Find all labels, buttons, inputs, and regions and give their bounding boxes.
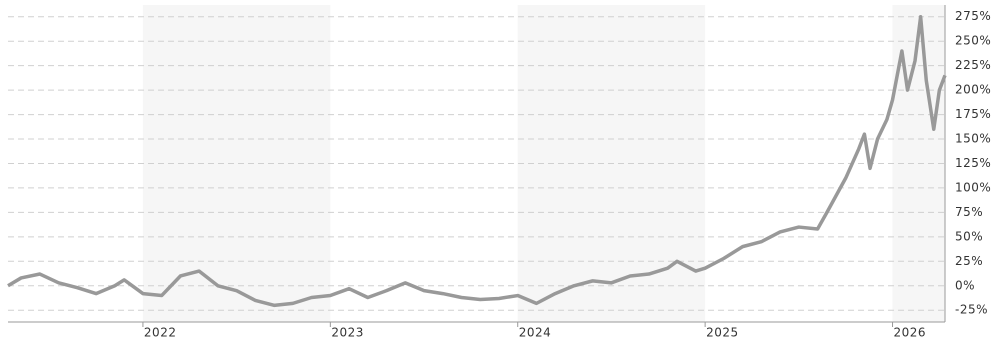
line-series xyxy=(7,14,947,308)
y-tick-label: 125% xyxy=(955,156,991,170)
x-tick-label: 2026 xyxy=(894,326,927,340)
x-tick-label: 2023 xyxy=(331,326,364,340)
x-tick-label: 2025 xyxy=(706,326,739,340)
y-tick-label: -25% xyxy=(955,303,988,317)
y-tick-label: 50% xyxy=(955,229,983,243)
y-tick-label: 25% xyxy=(955,254,983,268)
y-tick-label: 250% xyxy=(955,34,991,48)
y-tick-label: 175% xyxy=(955,107,991,121)
y-tick-label: 275% xyxy=(955,9,991,23)
x-tick-label: 2022 xyxy=(144,326,177,340)
y-tick-label: 100% xyxy=(955,180,991,194)
y-tick-label: 75% xyxy=(955,205,983,219)
y-tick-label: 150% xyxy=(955,132,991,146)
y-tick-label: 200% xyxy=(955,83,991,97)
y-tick-label: 225% xyxy=(955,58,991,72)
y-tick-label: 0% xyxy=(955,278,975,292)
x-tick-label: 2024 xyxy=(519,326,552,340)
